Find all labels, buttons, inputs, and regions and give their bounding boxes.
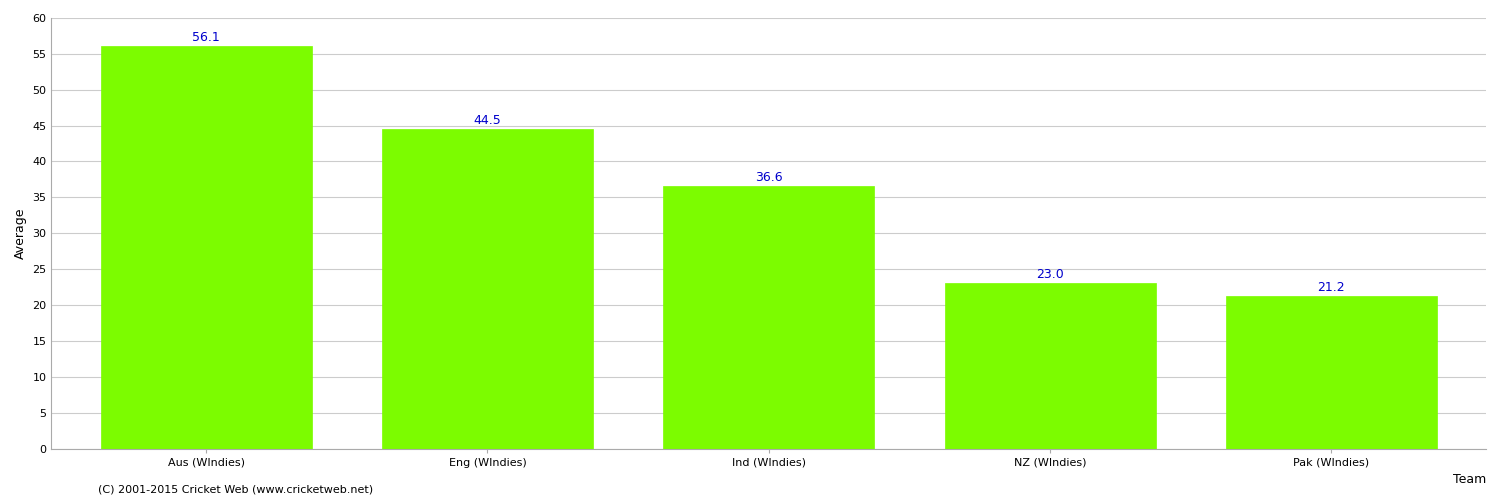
Bar — [945, 284, 1155, 448]
Text: (C) 2001-2015 Cricket Web (www.cricketweb.net): (C) 2001-2015 Cricket Web (www.cricketwe… — [98, 485, 372, 495]
Text: 56.1: 56.1 — [192, 30, 220, 44]
Bar — [382, 129, 592, 448]
Y-axis label: Average: Average — [13, 208, 27, 259]
Text: 36.6: 36.6 — [754, 170, 783, 183]
Bar — [100, 46, 312, 448]
X-axis label: Team: Team — [1454, 473, 1486, 486]
Bar — [1226, 296, 1437, 448]
Bar — [663, 186, 874, 448]
Text: 44.5: 44.5 — [474, 114, 501, 127]
Text: 21.2: 21.2 — [1317, 281, 1346, 294]
Text: 23.0: 23.0 — [1036, 268, 1064, 281]
